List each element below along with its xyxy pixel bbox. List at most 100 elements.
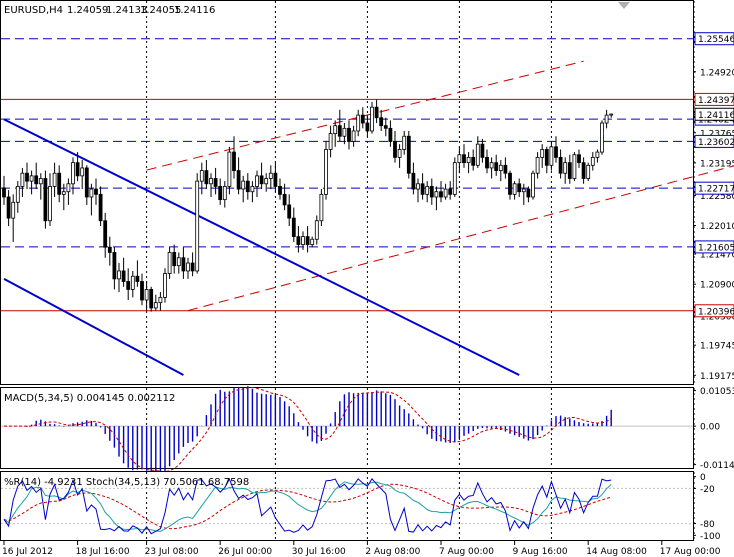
candle-body [397,149,402,158]
candle-body [466,156,471,164]
candle-body [540,149,545,158]
candle-body [213,178,218,187]
candle-body [163,273,167,298]
candle-body [241,180,246,190]
time-tick-label: 2 Aug 08:00 [365,547,420,557]
level-label: 1.21605 [698,243,734,253]
candle-body [80,167,85,177]
level-labels: 1.255461.243971.240241.236021.227171.216… [694,32,734,318]
time-tick-label: 9 Aug 16:00 [513,547,568,557]
level-label-box [694,32,734,46]
candle-body [567,162,572,179]
candle-body [181,257,186,272]
candle-body [558,156,563,174]
candle-body [554,146,558,158]
level-label: 1.22717 [698,185,734,195]
williams-r-series [3,477,612,535]
candle-body [103,220,108,248]
time-tick-label: 14 Aug 08:00 [586,547,647,557]
candle-body [383,125,388,129]
macd-pane [0,387,694,469]
candle-body [512,183,517,195]
candle-body [222,186,227,201]
price-tick-label: 1.24920 [700,68,734,78]
candle-body [121,270,126,282]
macd-tick-label: 0.010536 [700,387,734,397]
candle-body [6,196,11,219]
chart-header-open: 1.24059 [67,5,108,16]
candle-body [98,193,103,222]
candle-body [250,186,255,193]
candle-body [43,178,48,222]
candle-body [342,127,347,137]
price-tick-label: 1.20300 [700,312,734,322]
candle-body [393,141,397,158]
candle-body [425,186,430,195]
candle-body [333,125,338,134]
candle-body [475,143,480,166]
candle-body [439,191,443,198]
candle-body [112,252,117,280]
candle-body [379,117,384,127]
stoch-lines [1,477,693,535]
stoch-axis: 0 -20 -80 -100 [693,473,721,542]
candle-body [94,188,98,195]
candle-body [186,262,190,272]
candle-body [172,252,177,267]
candle-body [25,172,29,182]
candle-body [57,172,62,195]
candle-body [544,149,549,166]
candle-body [117,270,121,280]
time-tick-label: 26 Jul 00:00 [218,547,272,557]
price-tick-label: 1.19745 [700,342,734,352]
price-tick-label: 1.22010 [700,222,734,232]
candle-body [452,162,457,195]
candle-body [526,188,531,198]
candle-body [84,167,89,198]
stoch-tick-label: -20 [700,485,715,495]
candle-body [34,175,39,185]
chart-header-high: 1.24133 [106,5,147,16]
trendline-upper-channel [146,60,584,171]
candle-body [153,302,158,309]
macd-tick-label: 0.00 [700,423,720,433]
candle-body [374,106,379,119]
candle-body [20,172,25,187]
macd-tick-label: -0.011403 [700,461,734,471]
candle-body [577,154,581,164]
price-tick-label: 1.23765 [700,129,734,139]
candle-body [581,162,586,179]
candle-body [273,172,278,187]
candle-body [236,170,241,190]
stoch-tick-label: -80 [700,520,715,530]
price-tick-label: 1.22580 [700,192,734,202]
candle-body [126,281,131,290]
stoch-tick-label: -100 [700,532,721,542]
level-label: 1.24397 [698,96,734,106]
main-pane [0,0,694,385]
candle-body [52,172,57,187]
candle-body [595,151,600,158]
candle-body [406,135,411,174]
candle-body [521,188,526,193]
candle-body [471,156,476,166]
candle-body [535,156,540,174]
price-tick-label: 1.19175 [700,372,734,382]
chart-header-low: 1.24055 [140,5,181,16]
candle-body [167,252,172,274]
candle-body [15,186,20,203]
candle-body [140,281,144,301]
candle-body [2,187,6,198]
chart-header-symbol: EURUSD,H4 [4,5,63,16]
scroll-marker-icon[interactable] [618,2,630,9]
level-label-box [694,181,734,195]
candle-body [199,170,204,182]
level-label-box [694,134,734,148]
candle-body [75,162,80,177]
level-label-box [694,92,734,106]
candle-body [590,156,595,166]
candle-body [531,172,535,198]
trendline-downtrend-upper [3,118,520,376]
candle-body [11,201,16,219]
